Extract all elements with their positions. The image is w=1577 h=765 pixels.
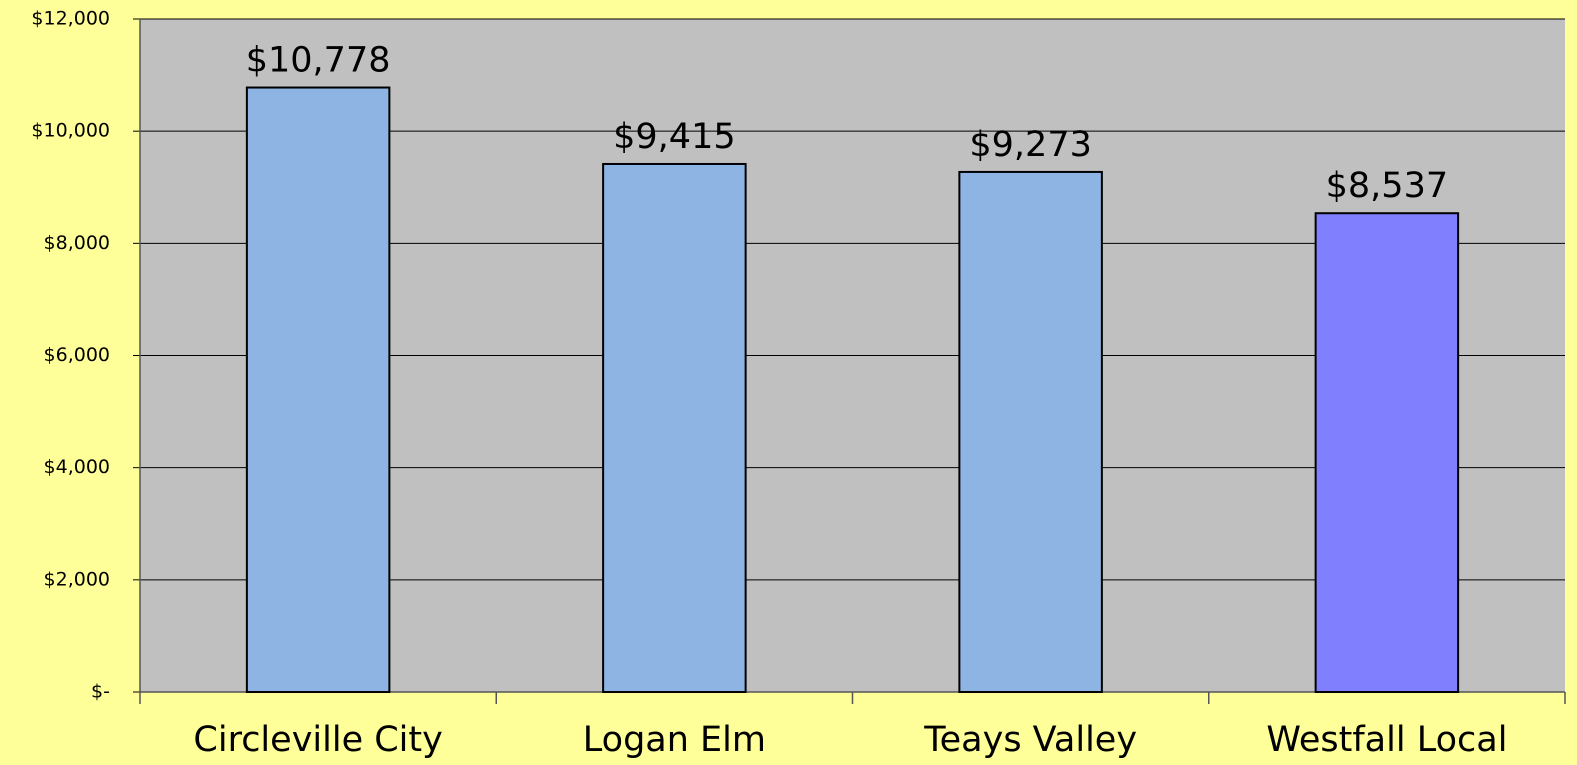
y-tick-label: $8,000 xyxy=(44,232,110,254)
bar xyxy=(245,86,391,694)
bar xyxy=(602,162,747,694)
y-tick-label: $2,000 xyxy=(44,568,110,590)
value-label: $10,778 xyxy=(246,41,391,81)
x-tick-label: Logan Elm xyxy=(583,720,766,760)
bar xyxy=(958,170,1103,693)
y-tick-label: $12,000 xyxy=(31,8,110,30)
value-label: $9,415 xyxy=(613,117,735,157)
value-label: $8,537 xyxy=(1326,166,1448,206)
value-label: $9,273 xyxy=(969,125,1091,165)
x-tick-label: Teays Valley xyxy=(923,720,1137,760)
y-tick-label: $- xyxy=(91,681,110,703)
y-tick-label: $10,000 xyxy=(31,120,110,142)
y-tick-label: $6,000 xyxy=(44,344,110,366)
x-tick-label: Circleville City xyxy=(193,720,442,760)
bar xyxy=(1314,212,1460,693)
x-tick-label: Westfall Local xyxy=(1266,720,1507,760)
y-tick-label: $4,000 xyxy=(44,456,110,478)
